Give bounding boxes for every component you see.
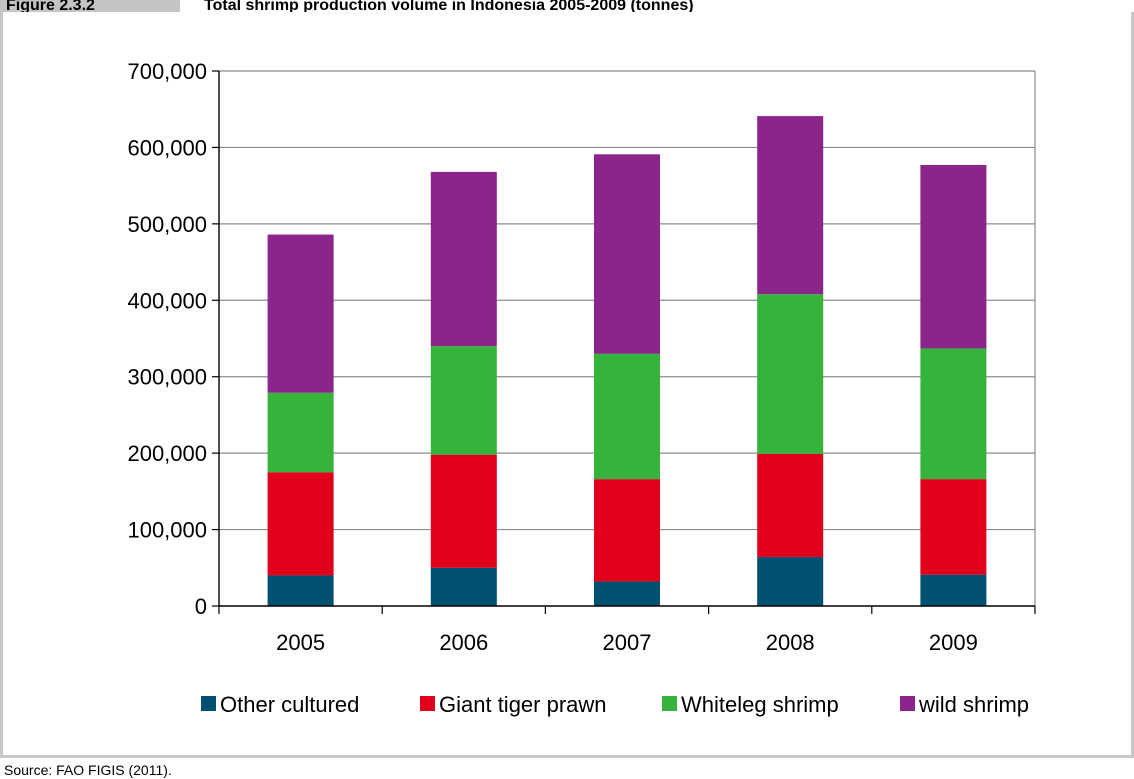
x-tick-label: 2005 — [276, 630, 325, 655]
legend-label: Other cultured — [220, 692, 359, 717]
bar-segment — [430, 171, 497, 347]
bar-segment — [757, 557, 824, 606]
y-tick-label: 700,000 — [127, 59, 207, 84]
legend-swatch — [420, 696, 435, 711]
bar-segment — [920, 574, 987, 606]
figure-label: Figure 2.3.2 — [0, 0, 180, 12]
legend-swatch — [201, 696, 216, 711]
bar-segment — [920, 348, 987, 480]
x-tick-label: 2008 — [766, 630, 815, 655]
legend-swatch — [662, 696, 677, 711]
y-tick-label: 500,000 — [127, 212, 207, 237]
x-tick-label: 2006 — [439, 630, 488, 655]
x-tick-label: 2007 — [603, 630, 652, 655]
bar-segment — [267, 472, 334, 576]
bar-segment — [594, 479, 660, 582]
y-tick-label: 200,000 — [127, 441, 207, 466]
bar-segment — [594, 581, 660, 606]
bar-segment — [430, 454, 497, 568]
bar-segment — [267, 234, 334, 393]
figure-title: Total shrimp production volume in Indone… — [180, 0, 1134, 12]
legend-label: wild shrimp — [918, 692, 1029, 717]
bars — [267, 116, 987, 606]
axes — [212, 70, 1036, 614]
y-tick-label: 0 — [195, 594, 207, 619]
legend: Other cultured Giant tiger prawn Whiteleg … — [201, 692, 1029, 717]
bar-segment — [920, 165, 987, 349]
bar-segment — [757, 453, 824, 558]
y-tick-label: 600,000 — [127, 135, 207, 160]
y-tick-label: 100,000 — [127, 518, 207, 543]
bar-segment — [430, 567, 497, 606]
source-note: Source: FAO FIGIS (2011). — [4, 762, 172, 778]
y-tick-labels: 0 100,000 200,000 300,000 400,000 500,000 600,… — [127, 59, 207, 619]
x-tick-label: 2009 — [929, 630, 978, 655]
figure-header: Figure 2.3.2 Total shrimp production vol… — [0, 0, 1134, 12]
bar-segment — [430, 346, 497, 455]
bar-segment — [757, 294, 824, 454]
bar-segment — [267, 392, 334, 473]
y-tick-label: 300,000 — [127, 365, 207, 390]
bar-segment — [267, 575, 334, 606]
bar-segment — [757, 116, 824, 295]
x-tick-labels: 2005 2006 2007 2008 2009 — [276, 630, 978, 655]
bar-segment — [594, 154, 660, 354]
legend-label: Giant tiger prawn — [439, 692, 607, 717]
y-tick-label: 400,000 — [127, 288, 207, 313]
legend-swatch — [900, 696, 915, 711]
bar-segment — [594, 353, 660, 480]
bar-segment — [920, 479, 987, 575]
legend-label: Whiteleg shrimp — [681, 692, 839, 717]
